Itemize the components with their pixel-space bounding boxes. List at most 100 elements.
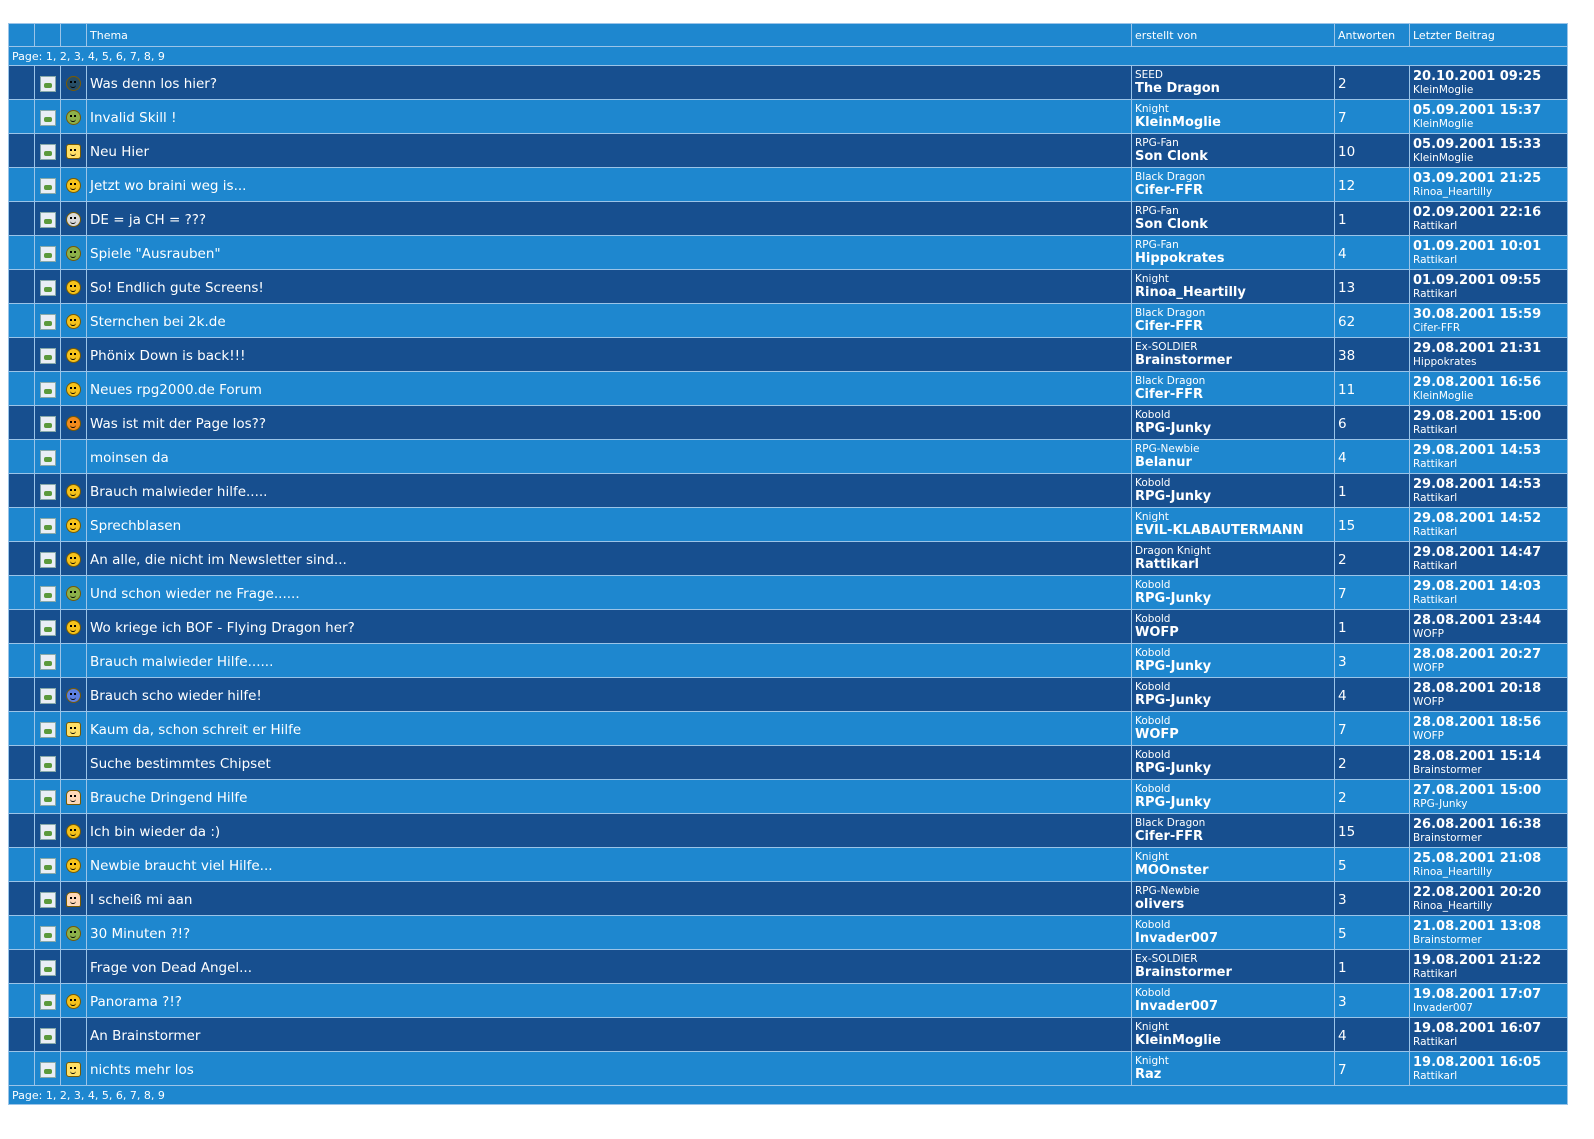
last-post-author[interactable]: Rinoa_Heartilly: [1413, 866, 1493, 878]
thread-title-link[interactable]: So! Endlich gute Screens!: [90, 280, 264, 296]
last-post-date[interactable]: 19.08.2001 21:22: [1413, 953, 1542, 968]
last-post-author[interactable]: Brainstormer: [1413, 832, 1482, 844]
thread-title-link[interactable]: Panorama ?!?: [90, 994, 182, 1010]
author-name[interactable]: Cifer-FFR: [1135, 183, 1204, 198]
author-name[interactable]: Brainstormer: [1135, 965, 1232, 980]
author-name[interactable]: Cifer-FFR: [1135, 829, 1204, 844]
author-name[interactable]: Rattikarl: [1135, 557, 1199, 572]
last-post-author[interactable]: Brainstormer: [1413, 764, 1482, 776]
author-name[interactable]: WOFP: [1135, 625, 1179, 640]
last-post-date[interactable]: 28.08.2001 18:56: [1413, 715, 1542, 730]
thread-title-link[interactable]: moinsen da: [90, 450, 169, 466]
last-post-date[interactable]: 27.08.2001 15:00: [1413, 783, 1542, 798]
thread-title-link[interactable]: Brauche Dringend Hilfe: [90, 790, 248, 806]
last-post-author[interactable]: Rattikarl: [1413, 968, 1458, 980]
last-post-date[interactable]: 29.08.2001 14:47: [1413, 545, 1542, 560]
last-post-date[interactable]: 01.09.2001 09:55: [1413, 273, 1542, 288]
thread-title-link[interactable]: Was denn los hier?: [90, 76, 218, 92]
thread-title-link[interactable]: Sprechblasen: [90, 518, 182, 534]
last-post-date[interactable]: 28.08.2001 15:14: [1413, 749, 1542, 764]
author-name[interactable]: Son Clonk: [1135, 149, 1208, 164]
author-name[interactable]: RPG-Junky: [1135, 693, 1212, 708]
last-post-date[interactable]: 29.08.2001 14:03: [1413, 579, 1542, 594]
thread-title-link[interactable]: Spiele "Ausrauben": [90, 246, 221, 262]
last-post-author[interactable]: KleinMoglie: [1413, 118, 1474, 130]
thread-title-link[interactable]: Brauch malwieder Hilfe......: [90, 654, 274, 670]
last-post-author[interactable]: Cifer-FFR: [1413, 322, 1461, 334]
last-post-author[interactable]: KleinMoglie: [1413, 84, 1474, 96]
last-post-date[interactable]: 19.08.2001 17:07: [1413, 987, 1542, 1002]
top-page-link[interactable]: 7: [129, 49, 137, 63]
last-post-date[interactable]: 29.08.2001 14:53: [1413, 443, 1542, 458]
last-post-date[interactable]: 05.09.2001 15:37: [1413, 103, 1542, 118]
last-post-author[interactable]: WOFP: [1413, 628, 1445, 640]
last-post-author[interactable]: Invader007: [1413, 1002, 1473, 1014]
author-name[interactable]: Brainstormer: [1135, 353, 1232, 368]
last-post-author[interactable]: Rattikarl: [1413, 1070, 1458, 1082]
last-post-date[interactable]: 19.08.2001 16:05: [1413, 1055, 1542, 1070]
last-post-author[interactable]: Rattikarl: [1413, 220, 1458, 232]
author-name[interactable]: Cifer-FFR: [1135, 387, 1204, 402]
top-page-link[interactable]: 3: [73, 49, 81, 63]
last-post-author[interactable]: Rinoa_Heartilly: [1413, 186, 1493, 198]
thread-title-link[interactable]: Wo kriege ich BOF - Flying Dragon her?: [90, 620, 355, 636]
top-page-link[interactable]: 9: [157, 49, 165, 63]
thread-title-link[interactable]: I scheiß mi aan: [90, 892, 193, 908]
header-author[interactable]: erstellt von: [1131, 23, 1335, 47]
author-name[interactable]: MOOnster: [1135, 863, 1209, 878]
top-page-link[interactable]: 1: [45, 49, 53, 63]
last-post-date[interactable]: 28.08.2001 20:27: [1413, 647, 1542, 662]
last-post-author[interactable]: KleinMoglie: [1413, 390, 1474, 402]
last-post-date[interactable]: 22.08.2001 20:20: [1413, 885, 1542, 900]
last-post-author[interactable]: RPG-Junky: [1413, 798, 1468, 810]
thread-title-link[interactable]: nichts mehr los: [90, 1062, 194, 1078]
last-post-author[interactable]: Rattikarl: [1413, 526, 1458, 538]
thread-title-link[interactable]: An Brainstormer: [90, 1028, 201, 1044]
header-replies[interactable]: Antworten: [1334, 23, 1410, 47]
top-page-link[interactable]: 8: [143, 49, 151, 63]
author-name[interactable]: RPG-Junky: [1135, 761, 1212, 776]
thread-title-link[interactable]: Phönix Down is back!!!: [90, 348, 246, 364]
last-post-author[interactable]: Rinoa_Heartilly: [1413, 900, 1493, 912]
thread-title-link[interactable]: Jetzt wo braini weg is...: [90, 178, 247, 194]
author-name[interactable]: The Dragon: [1135, 81, 1220, 96]
last-post-date[interactable]: 02.09.2001 22:16: [1413, 205, 1542, 220]
thread-title-link[interactable]: 30 Minuten ?!?: [90, 926, 191, 942]
last-post-author[interactable]: Hippokrates: [1413, 356, 1477, 368]
top-page-link[interactable]: 6: [115, 49, 123, 63]
last-post-date[interactable]: 29.08.2001 14:52: [1413, 511, 1542, 526]
last-post-date[interactable]: 21.08.2001 13:08: [1413, 919, 1542, 934]
last-post-author[interactable]: Rattikarl: [1413, 288, 1458, 300]
last-post-author[interactable]: Rattikarl: [1413, 492, 1458, 504]
author-name[interactable]: olivers: [1135, 897, 1185, 912]
thread-title-link[interactable]: Newbie braucht viel Hilfe...: [90, 858, 273, 874]
last-post-date[interactable]: 26.08.2001 16:38: [1413, 817, 1542, 832]
author-name[interactable]: Belanur: [1135, 455, 1192, 470]
bottom-page-link[interactable]: 4: [87, 1088, 95, 1102]
last-post-author[interactable]: Rattikarl: [1413, 424, 1458, 436]
thread-title-link[interactable]: Neu Hier: [90, 144, 150, 160]
last-post-date[interactable]: 01.09.2001 10:01: [1413, 239, 1542, 254]
author-name[interactable]: KleinMoglie: [1135, 1033, 1221, 1048]
last-post-date[interactable]: 20.10.2001 09:25: [1413, 69, 1542, 84]
last-post-date[interactable]: 29.08.2001 21:31: [1413, 341, 1542, 356]
bottom-page-link[interactable]: 8: [143, 1088, 151, 1102]
thread-title-link[interactable]: Ich bin wieder da :): [90, 824, 221, 840]
author-name[interactable]: RPG-Junky: [1135, 795, 1212, 810]
last-post-author[interactable]: WOFP: [1413, 730, 1445, 742]
last-post-author[interactable]: WOFP: [1413, 662, 1445, 674]
bottom-page-link[interactable]: 5: [101, 1088, 109, 1102]
last-post-author[interactable]: Rattikarl: [1413, 594, 1458, 606]
last-post-date[interactable]: 05.09.2001 15:33: [1413, 137, 1542, 152]
author-name[interactable]: RPG-Junky: [1135, 659, 1212, 674]
author-name[interactable]: WOFP: [1135, 727, 1179, 742]
last-post-author[interactable]: Rattikarl: [1413, 458, 1458, 470]
author-name[interactable]: Cifer-FFR: [1135, 319, 1204, 334]
thread-title-link[interactable]: Kaum da, schon schreit er Hilfe: [90, 722, 302, 738]
bottom-page-link[interactable]: 3: [73, 1088, 81, 1102]
author-name[interactable]: Invader007: [1135, 931, 1219, 946]
author-name[interactable]: KleinMoglie: [1135, 115, 1221, 130]
header-last-post[interactable]: Letzter Beitrag: [1409, 23, 1568, 47]
last-post-date[interactable]: 29.08.2001 15:00: [1413, 409, 1542, 424]
thread-title-link[interactable]: Brauch malwieder hilfe.....: [90, 484, 268, 500]
